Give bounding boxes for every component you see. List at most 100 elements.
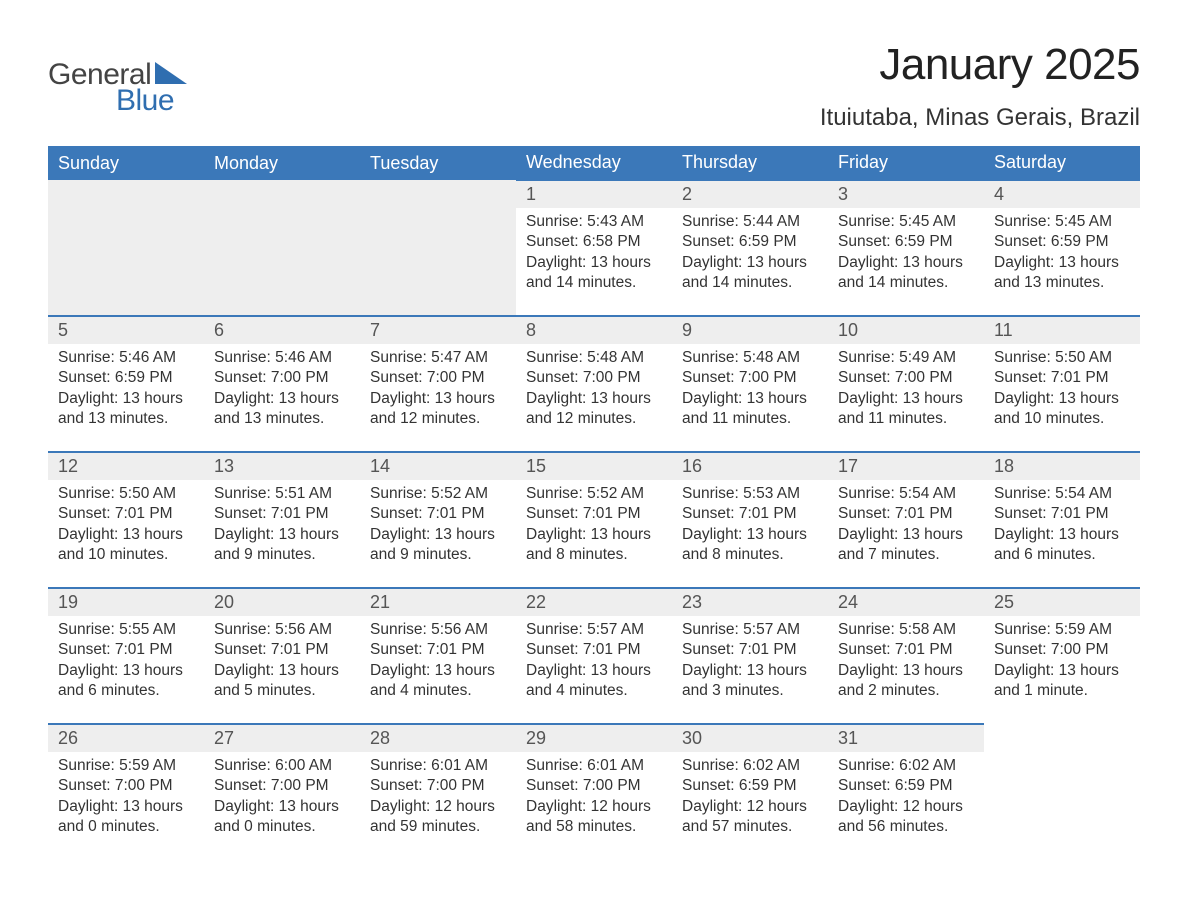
- day-number: 18: [984, 453, 1140, 480]
- day-header: Monday: [204, 146, 360, 180]
- sunrise-text: Sunrise: 5:56 AM: [214, 620, 350, 640]
- day-content: Sunrise: 5:43 AMSunset: 6:58 PMDaylight:…: [516, 208, 672, 300]
- day-number: 15: [516, 453, 672, 480]
- daylight-text: Daylight: 13 hours and 10 minutes.: [58, 525, 194, 566]
- day-content: Sunrise: 5:50 AMSunset: 7:01 PMDaylight:…: [48, 480, 204, 572]
- sunset-text: Sunset: 7:01 PM: [838, 640, 974, 660]
- sunrise-text: Sunrise: 5:44 AM: [682, 212, 818, 232]
- daylight-text: Daylight: 13 hours and 8 minutes.: [682, 525, 818, 566]
- sunset-text: Sunset: 6:59 PM: [838, 232, 974, 252]
- calendar-day: 10Sunrise: 5:49 AMSunset: 7:00 PMDayligh…: [828, 316, 984, 452]
- daylight-text: Daylight: 13 hours and 7 minutes.: [838, 525, 974, 566]
- day-content: Sunrise: 6:01 AMSunset: 7:00 PMDaylight:…: [516, 752, 672, 844]
- sunrise-text: Sunrise: 5:51 AM: [214, 484, 350, 504]
- day-content: Sunrise: 5:54 AMSunset: 7:01 PMDaylight:…: [828, 480, 984, 572]
- calendar-body: 1Sunrise: 5:43 AMSunset: 6:58 PMDaylight…: [48, 180, 1140, 860]
- calendar-day: [360, 180, 516, 316]
- calendar-day: 7Sunrise: 5:47 AMSunset: 7:00 PMDaylight…: [360, 316, 516, 452]
- sunset-text: Sunset: 7:01 PM: [526, 504, 662, 524]
- sunset-text: Sunset: 7:01 PM: [526, 640, 662, 660]
- sunrise-text: Sunrise: 5:50 AM: [994, 348, 1130, 368]
- day-header: Friday: [828, 146, 984, 180]
- daylight-text: Daylight: 13 hours and 10 minutes.: [994, 389, 1130, 430]
- sunset-text: Sunset: 7:00 PM: [838, 368, 974, 388]
- calendar-day: 15Sunrise: 5:52 AMSunset: 7:01 PMDayligh…: [516, 452, 672, 588]
- sunset-text: Sunset: 7:01 PM: [838, 504, 974, 524]
- day-content: Sunrise: 5:56 AMSunset: 7:01 PMDaylight:…: [360, 616, 516, 708]
- sunset-text: Sunset: 7:00 PM: [370, 776, 506, 796]
- day-header: Wednesday: [516, 146, 672, 180]
- day-content: Sunrise: 5:45 AMSunset: 6:59 PMDaylight:…: [984, 208, 1140, 300]
- calendar-day: 23Sunrise: 5:57 AMSunset: 7:01 PMDayligh…: [672, 588, 828, 724]
- daylight-text: Daylight: 13 hours and 2 minutes.: [838, 661, 974, 702]
- day-number: 2: [672, 181, 828, 208]
- day-number: 24: [828, 589, 984, 616]
- day-content: Sunrise: 5:55 AMSunset: 7:01 PMDaylight:…: [48, 616, 204, 708]
- sunset-text: Sunset: 7:01 PM: [370, 504, 506, 524]
- sunrise-text: Sunrise: 5:50 AM: [58, 484, 194, 504]
- calendar-day: 20 Sunrise: 5:56 AMSunset: 7:01 PMDayligh…: [204, 588, 360, 724]
- day-content: Sunrise: 5:48 AMSunset: 7:00 PMDaylight:…: [516, 344, 672, 436]
- day-number: 8: [516, 317, 672, 344]
- day-number: 9: [672, 317, 828, 344]
- day-content: Sunrise: 5:52 AMSunset: 7:01 PMDaylight:…: [360, 480, 516, 572]
- daylight-text: Daylight: 13 hours and 5 minutes.: [214, 661, 350, 702]
- calendar-table: SundayMondayTuesdayWednesdayThursdayFrid…: [48, 146, 1140, 860]
- day-number: 7: [360, 317, 516, 344]
- day-header: Sunday: [48, 146, 204, 180]
- calendar-day: [48, 180, 204, 316]
- day-number: 1: [516, 181, 672, 208]
- day-number: 29: [516, 725, 672, 752]
- calendar-week: 26Sunrise: 5:59 AMSunset: 7:00 PMDayligh…: [48, 724, 1140, 860]
- sunrise-text: Sunrise: 5:57 AM: [682, 620, 818, 640]
- day-number: 17: [828, 453, 984, 480]
- day-number: 23: [672, 589, 828, 616]
- sunrise-text: Sunrise: 5:57 AM: [526, 620, 662, 640]
- sunset-text: Sunset: 7:00 PM: [58, 776, 194, 796]
- day-number: 19: [48, 589, 204, 616]
- day-number: 22: [516, 589, 672, 616]
- sunset-text: Sunset: 7:01 PM: [682, 640, 818, 660]
- day-number: 27: [204, 725, 360, 752]
- sunrise-text: Sunrise: 5:48 AM: [682, 348, 818, 368]
- day-content: Sunrise: 5:44 AMSunset: 6:59 PMDaylight:…: [672, 208, 828, 300]
- sunrise-text: Sunrise: 5:53 AM: [682, 484, 818, 504]
- day-number: 5: [48, 317, 204, 344]
- sunset-text: Sunset: 7:01 PM: [58, 504, 194, 524]
- day-number: 28: [360, 725, 516, 752]
- day-content: Sunrise: 5:54 AMSunset: 7:01 PMDaylight:…: [984, 480, 1140, 572]
- day-content: Sunrise: 6:01 AMSunset: 7:00 PMDaylight:…: [360, 752, 516, 844]
- sunrise-text: Sunrise: 6:01 AM: [370, 756, 506, 776]
- day-content: Sunrise: 6:02 AMSunset: 6:59 PMDaylight:…: [672, 752, 828, 844]
- calendar-day: 19Sunrise: 5:55 AMSunset: 7:01 PMDayligh…: [48, 588, 204, 724]
- sunrise-text: Sunrise: 5:58 AM: [838, 620, 974, 640]
- sunset-text: Sunset: 7:01 PM: [994, 504, 1130, 524]
- day-content: Sunrise: 6:00 AMSunset: 7:00 PMDaylight:…: [204, 752, 360, 844]
- sunrise-text: Sunrise: 5:48 AM: [526, 348, 662, 368]
- brand-part2: Blue: [116, 84, 174, 118]
- sunrise-text: Sunrise: 5:54 AM: [838, 484, 974, 504]
- daylight-text: Daylight: 13 hours and 9 minutes.: [214, 525, 350, 566]
- daylight-text: Daylight: 12 hours and 56 minutes.: [838, 797, 974, 838]
- day-number: 26: [48, 725, 204, 752]
- day-content: Sunrise: 5:53 AMSunset: 7:01 PMDaylight:…: [672, 480, 828, 572]
- calendar-header: SundayMondayTuesdayWednesdayThursdayFrid…: [48, 146, 1140, 180]
- day-content: Sunrise: 5:46 AMSunset: 6:59 PMDaylight:…: [48, 344, 204, 436]
- daylight-text: Daylight: 13 hours and 13 minutes.: [58, 389, 194, 430]
- calendar-day: 18Sunrise: 5:54 AMSunset: 7:01 PMDayligh…: [984, 452, 1140, 588]
- sunset-text: Sunset: 7:01 PM: [370, 640, 506, 660]
- day-number: 21: [360, 589, 516, 616]
- calendar-week: 5Sunrise: 5:46 AMSunset: 6:59 PMDaylight…: [48, 316, 1140, 452]
- day-number: 30: [672, 725, 828, 752]
- calendar-day: 31Sunrise: 6:02 AMSunset: 6:59 PMDayligh…: [828, 724, 984, 860]
- calendar-day: 26Sunrise: 5:59 AMSunset: 7:00 PMDayligh…: [48, 724, 204, 860]
- sunrise-text: Sunrise: 5:43 AM: [526, 212, 662, 232]
- sunset-text: Sunset: 7:00 PM: [994, 640, 1130, 660]
- sunset-text: Sunset: 7:01 PM: [214, 640, 350, 660]
- daylight-text: Daylight: 13 hours and 13 minutes.: [994, 253, 1130, 294]
- day-number: 20: [204, 589, 360, 616]
- daylight-text: Daylight: 13 hours and 12 minutes.: [370, 389, 506, 430]
- daylight-text: Daylight: 13 hours and 13 minutes.: [214, 389, 350, 430]
- sunset-text: Sunset: 6:59 PM: [682, 776, 818, 796]
- sunset-text: Sunset: 7:00 PM: [214, 368, 350, 388]
